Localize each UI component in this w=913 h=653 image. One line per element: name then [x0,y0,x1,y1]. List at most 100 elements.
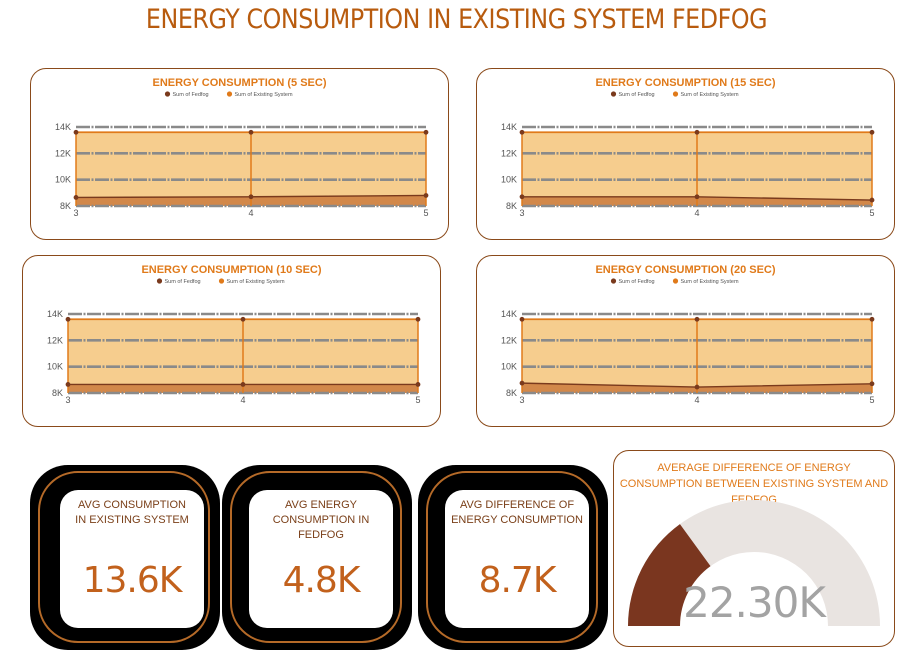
y-tick-label: 8K [52,388,63,398]
gauge-title: AVERAGE DIFFERENCE OF ENERGY CONSUMPTION… [619,462,889,506]
kpi-value: 8.7K [478,560,557,601]
legend-marker [164,91,171,97]
chart-title: ENERGY CONSUMPTION (5 SEC) [153,77,327,89]
point-existing-system [415,316,421,322]
gauge-fill [628,524,711,626]
x-tick-label: 5 [869,208,874,218]
legend-label: Sum of Existing System [227,279,285,285]
legend-label: Sum of Fedfog [619,92,655,98]
point-fedfog [240,382,246,387]
point-fedfog [869,381,875,387]
point-fedfog [869,197,875,203]
point-fedfog [73,195,79,200]
y-tick-label: 10K [47,362,63,372]
y-tick-label: 14K [501,122,517,132]
page-title: ENERGY CONSUMPTION IN EXISTING SYSTEM FE… [145,4,768,35]
x-tick-label: 3 [519,208,524,218]
chart-title: ENERGY CONSUMPTION (20 SEC) [595,264,775,276]
kpi-inner: AVG CONSUMPTION IN EXISTING SYSTEM 13.6K [60,490,204,628]
y-tick-label: 14K [501,309,517,319]
y-tick-label: 12K [501,148,517,158]
kpi-card-difference: AVG DIFFERENCE OF ENERGY CONSUMPTION 8.7… [418,465,608,650]
x-tick-label: 4 [248,208,253,218]
x-tick-label: 4 [694,395,699,405]
y-tick-label: 8K [506,201,517,211]
point-fedfog [694,384,700,390]
x-tick-label: 3 [519,395,524,405]
area-chart: ENERGY CONSUMPTION (5 SEC) Sum of Fedfog S… [55,77,429,218]
area-chart: ENERGY CONSUMPTION (10 SEC) Sum of Fedfog… [47,264,421,405]
point-fedfog [519,380,525,386]
y-tick-label: 12K [55,148,71,158]
x-tick-label: 3 [73,208,78,218]
chart-title: ENERGY CONSUMPTION (15 SEC) [595,77,775,89]
x-tick-label: 5 [423,208,428,218]
y-tick-label: 8K [506,388,517,398]
chart-panel-15-sec: ENERGY CONSUMPTION (15 SEC) Sum of Fedfog… [476,68,895,240]
gauge-chart: 22.30K [628,500,880,627]
point-existing-system [694,129,700,135]
kpi-card-existing-system: AVG CONSUMPTION IN EXISTING SYSTEM 13.6K [30,465,220,650]
gauge-track [628,500,880,626]
point-existing-system [248,129,254,135]
y-tick-label: 10K [501,362,517,372]
point-existing-system [73,129,79,135]
kpi-value: 4.8K [282,560,361,601]
chart-panel-5-sec: ENERGY CONSUMPTION (5 SEC) Sum of Fedfog S… [30,68,449,240]
kpi-ring [230,471,402,643]
kpi-ring [38,471,210,643]
kpi-label: AVG ENERGY CONSUMPTION IN FEDFOG [272,499,370,541]
point-existing-system [694,316,700,322]
point-fedfog [415,382,421,387]
x-tick-label: 4 [240,395,245,405]
y-tick-label: 10K [55,175,71,185]
legend-marker [672,91,679,97]
point-existing-system [65,316,71,322]
legend-label: Sum of Existing System [681,92,739,98]
point-fedfog [248,194,254,200]
point-existing-system [869,316,875,322]
point-existing-system [423,129,429,135]
legend-label: Sum of Fedfog [619,279,655,285]
x-tick-label: 3 [65,395,70,405]
legend-label: Sum of Fedfog [165,279,201,285]
legend-marker [226,91,233,97]
kpi-label: AVG DIFFERENCE OF ENERGY CONSUMPTION [451,499,583,526]
y-tick-label: 12K [501,335,517,345]
gauge-panel: AVERAGE DIFFERENCE OF ENERGY CONSUMPTION… [613,450,895,647]
y-tick-label: 14K [55,122,71,132]
y-tick-label: 14K [47,309,63,319]
point-fedfog [694,194,700,200]
legend-marker [610,91,617,97]
legend-marker [218,278,225,284]
x-tick-label: 5 [415,395,420,405]
point-fedfog [65,382,71,387]
point-existing-system [869,129,875,135]
legend-label: Sum of Existing System [681,279,739,285]
y-tick-label: 10K [501,175,517,185]
legend-marker [156,278,163,284]
chart-panel-10-sec: ENERGY CONSUMPTION (10 SEC) Sum of Fedfog… [22,255,441,427]
point-existing-system [240,316,246,322]
point-fedfog [423,193,429,198]
chart-title: ENERGY CONSUMPTION (10 SEC) [141,264,321,276]
point-existing-system [519,129,525,135]
legend-label: Sum of Existing System [235,92,293,98]
x-tick-label: 4 [694,208,699,218]
legend-marker [610,278,617,284]
gauge-value: 22.30K [683,578,827,627]
area-chart: ENERGY CONSUMPTION (20 SEC) Sum of Fedfog… [501,264,875,405]
legend-label: Sum of Fedfog [173,92,209,98]
legend-marker [672,278,679,284]
kpi-value: 13.6K [82,560,183,601]
point-fedfog [519,194,525,200]
kpi-ring [426,471,598,643]
chart-panel-20-sec: ENERGY CONSUMPTION (20 SEC) Sum of Fedfog… [476,255,895,427]
kpi-label: AVG CONSUMPTION IN EXISTING SYSTEM [75,499,189,526]
area-chart: ENERGY CONSUMPTION (15 SEC) Sum of Fedfog… [501,77,875,218]
y-tick-label: 12K [47,335,63,345]
kpi-inner: AVG DIFFERENCE OF ENERGY CONSUMPTION 8.7… [445,490,589,628]
kpi-inner: AVG ENERGY CONSUMPTION IN FEDFOG 4.8K [249,490,393,628]
point-existing-system [519,316,525,322]
y-tick-label: 8K [60,201,71,211]
